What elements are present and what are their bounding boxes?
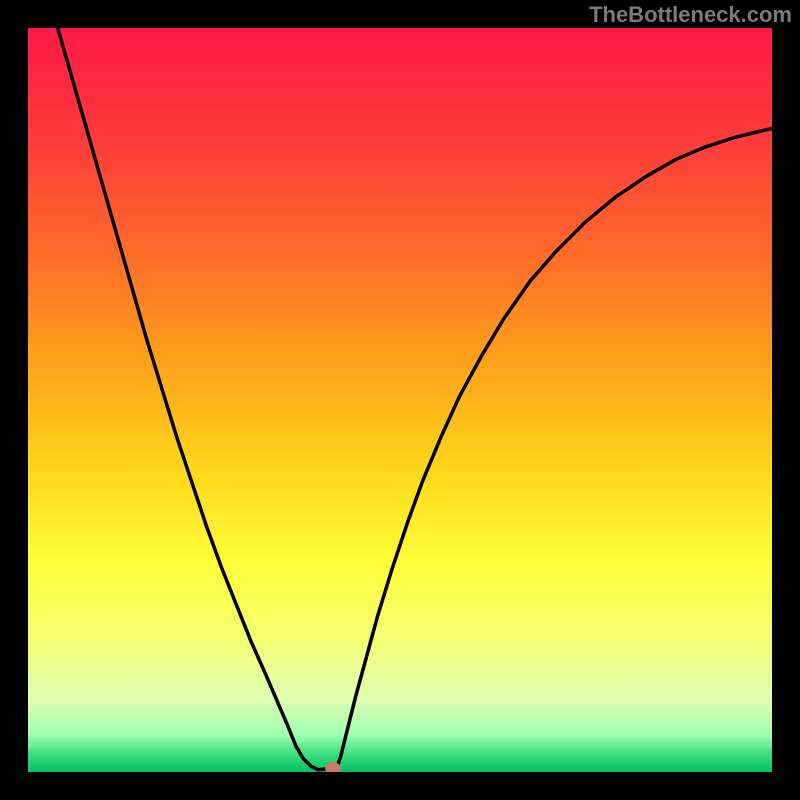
plot-background <box>28 28 772 772</box>
plot-svg <box>28 28 772 772</box>
chart-container: TheBottleneck.com <box>0 0 800 800</box>
watermark-text: TheBottleneck.com <box>589 2 792 28</box>
plot-area <box>28 28 772 772</box>
